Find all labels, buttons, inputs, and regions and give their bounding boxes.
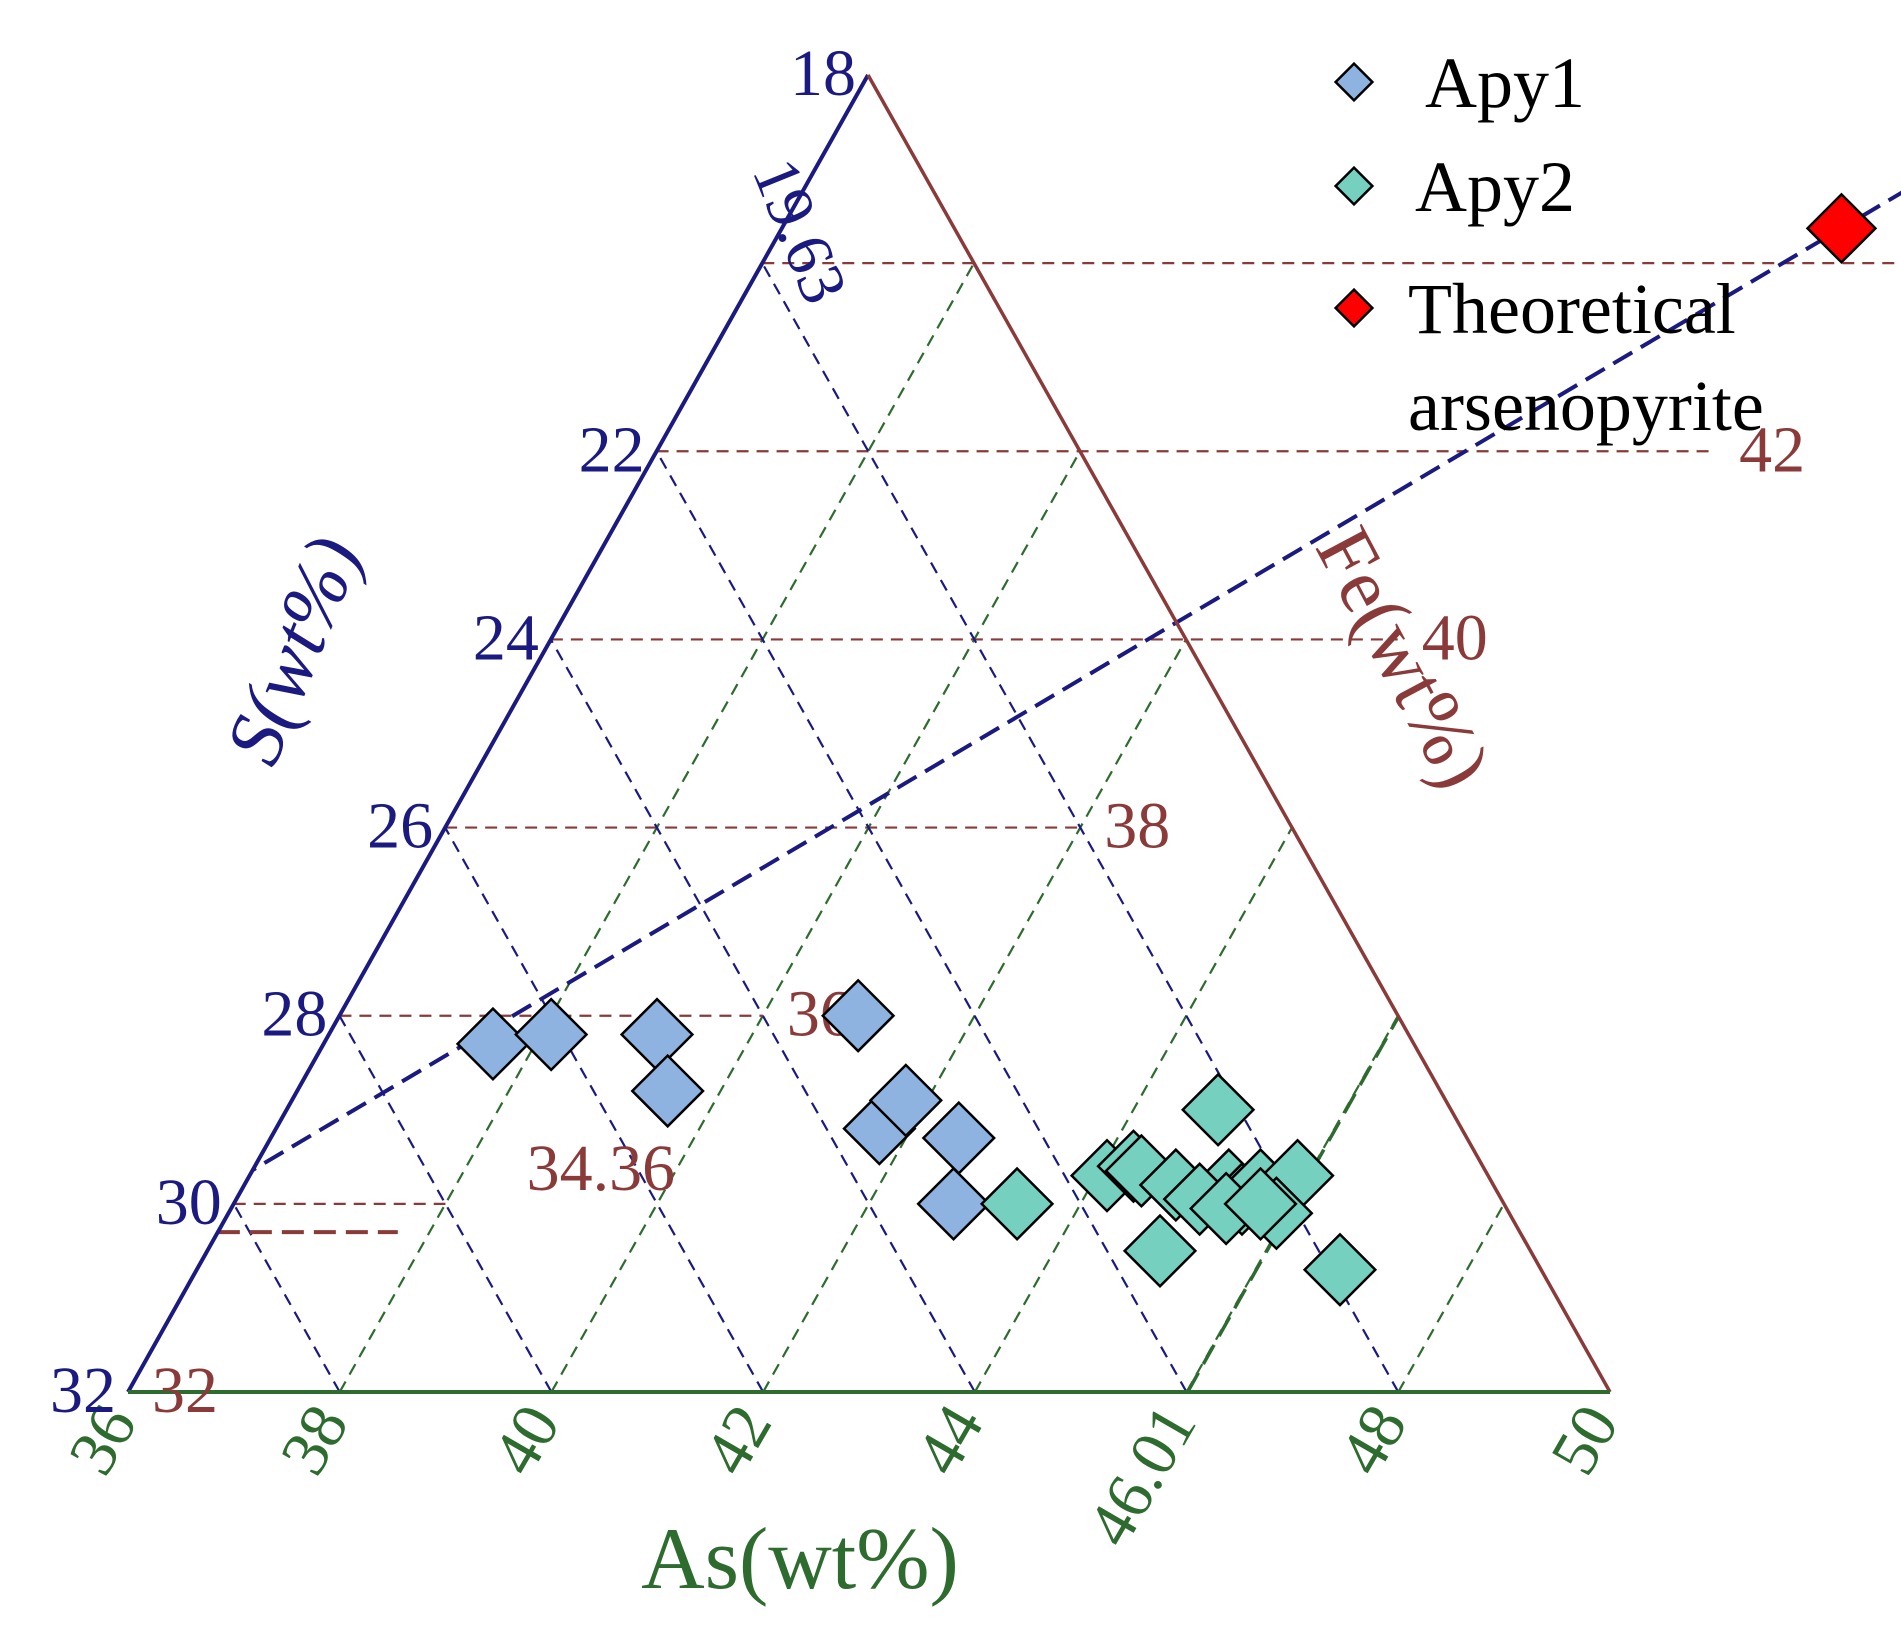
grid-lines — [232, 262, 1901, 1393]
legend-item-theoretical: Theoretical arsenopyrite — [1333, 269, 1764, 446]
legend: Apy1 Apy2 Theoretical arsenopyrite — [1333, 43, 1764, 446]
legend-item-apy2: Apy2 — [1333, 147, 1575, 227]
grid-line-fe-2 — [338, 1015, 553, 1393]
series-apy1 — [455, 978, 996, 1241]
as-tick-46.01: 46.01 — [1073, 1393, 1210, 1558]
grid-line-fe-6 — [761, 262, 1400, 1393]
s-axis-title: S(wt%) — [209, 525, 379, 776]
frame-left-edge — [126, 74, 870, 1393]
as-axis-title: As(wt%) — [641, 1511, 959, 1608]
grid-line-fe-4 — [549, 638, 976, 1393]
legend-theoretical-label-line1: Theoretical — [1408, 269, 1736, 349]
apy2-point-13 — [1223, 1166, 1298, 1241]
as-tick-50: 50 — [1537, 1393, 1633, 1487]
grid-line-as-44 — [973, 827, 1293, 1393]
legend-theoretical-label-line2: arsenopyrite — [1408, 366, 1764, 446]
fe-tick-38: 38 — [1104, 790, 1170, 863]
data-points — [455, 192, 1878, 1307]
frame-right-edge — [866, 74, 1612, 1393]
grid-line-fe-3 — [444, 827, 765, 1393]
legend-apy1-label: Apy1 — [1425, 43, 1585, 123]
ref-line-as — [1186, 1015, 1401, 1393]
apy2-point-0 — [979, 1166, 1055, 1241]
fe-tick-42: 42 — [1739, 413, 1805, 486]
apy1-point-0 — [455, 1006, 531, 1082]
as-tick-42: 42 — [690, 1393, 786, 1487]
s-tick-30: 30 — [156, 1166, 222, 1239]
s-tick-26: 26 — [367, 790, 433, 863]
grid-line-fe-1 — [232, 1203, 341, 1393]
s-tick-22: 22 — [579, 413, 645, 486]
s-tick-18: 18 — [790, 37, 856, 110]
apy1-point-4 — [821, 978, 896, 1053]
triangle-frame — [126, 74, 1612, 1394]
apy2-point-15 — [1302, 1232, 1378, 1307]
theoretical-point-0 — [1805, 192, 1878, 265]
grid-line-as-48 — [1397, 1203, 1505, 1393]
legend-theoretical-marker — [1333, 287, 1375, 329]
apy2-point-2 — [1180, 1072, 1256, 1147]
apy2-point-14 — [1122, 1213, 1198, 1289]
s-tick-28: 28 — [261, 978, 327, 1051]
legend-item-apy1: Apy1 — [1333, 43, 1585, 123]
fe-tick-34.36: 34.36 — [527, 1132, 676, 1205]
as-tick-40: 40 — [478, 1393, 574, 1487]
s-tick-24: 24 — [473, 601, 539, 674]
apy1-point-8 — [916, 1166, 991, 1241]
series-apy2 — [979, 1072, 1378, 1307]
legend-apy1-marker — [1333, 61, 1375, 103]
apy1-point-2 — [619, 997, 695, 1072]
apy1-point-1 — [514, 997, 589, 1072]
apy1-point-6 — [868, 1063, 943, 1138]
grid-line-fe-5 — [655, 450, 1188, 1393]
apy1-point-7 — [921, 1100, 996, 1176]
legend-apy2-label: Apy2 — [1415, 147, 1575, 227]
apy1-point-3 — [630, 1053, 705, 1129]
s-tick-32: 32 — [50, 1354, 116, 1427]
as-tick-44: 44 — [902, 1393, 998, 1487]
fe-tick-32: 32 — [152, 1354, 218, 1427]
s-tick-19.63: 19.63 — [738, 149, 861, 314]
as-tick-48: 48 — [1325, 1393, 1421, 1487]
series-theoretical — [1805, 192, 1878, 265]
fe-tick-40: 40 — [1422, 601, 1488, 674]
as-tick-38: 38 — [266, 1393, 362, 1487]
grid-line-as-40 — [550, 450, 1081, 1393]
legend-apy2-marker — [1333, 165, 1375, 207]
